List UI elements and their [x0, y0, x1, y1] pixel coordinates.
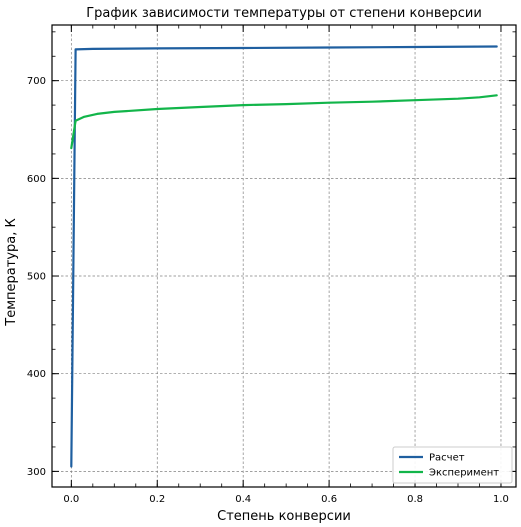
- series-group: [70, 45, 498, 468]
- y-tick-label: 300: [27, 467, 46, 478]
- plot-area: [52, 25, 516, 487]
- chart-title: График зависимости температуры от степен…: [86, 6, 482, 21]
- legend: Расчет Эксперимент: [392, 446, 513, 484]
- y-tick-label: 600: [27, 174, 46, 185]
- plot-background: [52, 25, 516, 487]
- series-line-raschet: [70, 45, 498, 468]
- y-axis-label: Температура, К: [4, 218, 19, 326]
- grid: [52, 25, 516, 487]
- y-tick-label: 400: [27, 369, 46, 380]
- series-line-eksperiment: [70, 94, 498, 150]
- legend-label: Эксперимент: [429, 468, 499, 479]
- y-tick-label: 700: [27, 76, 46, 87]
- x-tick-label: 0.2: [149, 494, 165, 505]
- x-axis-label: Степень конверсии: [217, 509, 351, 524]
- x-tick-label: 1.0: [493, 494, 509, 505]
- x-tick-label: 0.6: [321, 494, 337, 505]
- y-tick-label: 500: [27, 272, 46, 283]
- x-tick-label: 0.4: [235, 494, 251, 505]
- legend-label: Расчет: [429, 453, 465, 464]
- plot-frame: [51, 24, 517, 488]
- x-tick-label: 0.0: [63, 494, 79, 505]
- x-tick-label: 0.8: [407, 494, 423, 505]
